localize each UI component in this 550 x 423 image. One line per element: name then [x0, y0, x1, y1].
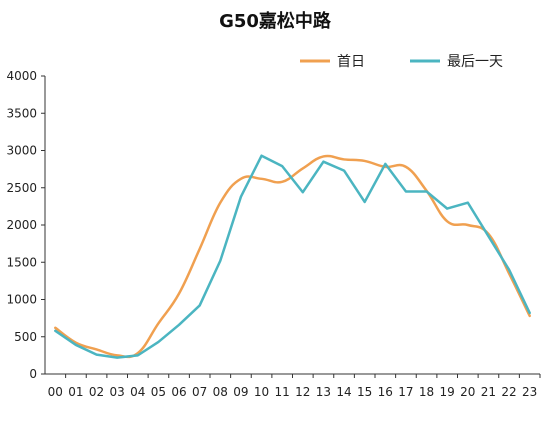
- x-tick-label: 16: [378, 385, 393, 399]
- y-tick-label: 4000: [6, 69, 37, 83]
- x-tick-label: 09: [233, 385, 248, 399]
- x-tick-label: 11: [275, 385, 290, 399]
- x-tick-label: 19: [440, 385, 455, 399]
- legend-label-first-day: 首日: [337, 54, 365, 70]
- series-layer: [54, 154, 531, 359]
- y-tick-label: 500: [14, 330, 37, 344]
- x-tick-label: 02: [89, 385, 104, 399]
- x-tick-label: 01: [68, 385, 83, 399]
- y-tick-label: 0: [29, 367, 37, 381]
- x-tick-label: 13: [316, 385, 331, 399]
- x-ticks: 00 01 02 03 04 05 06 07 08 09 10 11 12 13 14 15 16 17 18 19…: [48, 374, 541, 399]
- x-tick-label: 12: [295, 385, 310, 399]
- x-tick-label: 07: [192, 385, 207, 399]
- y-tick-label: 3000: [6, 144, 37, 158]
- x-tick-label: 06: [171, 385, 186, 399]
- y-tick-label: 3500: [6, 106, 37, 120]
- x-tick-label: 20: [460, 385, 475, 399]
- x-tick-label: 23: [522, 385, 537, 399]
- x-tick-label: 05: [151, 385, 166, 399]
- x-tick-label: 22: [501, 385, 516, 399]
- y-tick-label: 1500: [6, 255, 37, 269]
- x-tick-label: 18: [419, 385, 434, 399]
- x-tick-label: 03: [110, 385, 125, 399]
- x-tick-label: 15: [357, 385, 372, 399]
- series-line-last-day: [54, 154, 531, 359]
- y-ticks: 0 500 1000 1500 2000 2500 3000 3500 4000: [6, 69, 45, 381]
- x-tick-label: 14: [336, 385, 351, 399]
- x-tick-label: 17: [398, 385, 413, 399]
- x-tick-label: 21: [481, 385, 496, 399]
- y-tick-label: 1000: [6, 293, 37, 307]
- x-tick-label: 08: [213, 385, 228, 399]
- x-tick-label: 00: [48, 385, 63, 399]
- legend-label-last-day: 最后一天: [447, 54, 503, 70]
- y-tick-label: 2000: [6, 218, 37, 232]
- series-line-first-day: [54, 154, 531, 359]
- chart-title: G50嘉松中路: [219, 10, 332, 32]
- x-tick-label: 04: [130, 385, 145, 399]
- x-tick-label: 10: [254, 385, 269, 399]
- legend: 首日 最后一天: [300, 54, 503, 70]
- y-tick-label: 2500: [6, 181, 37, 195]
